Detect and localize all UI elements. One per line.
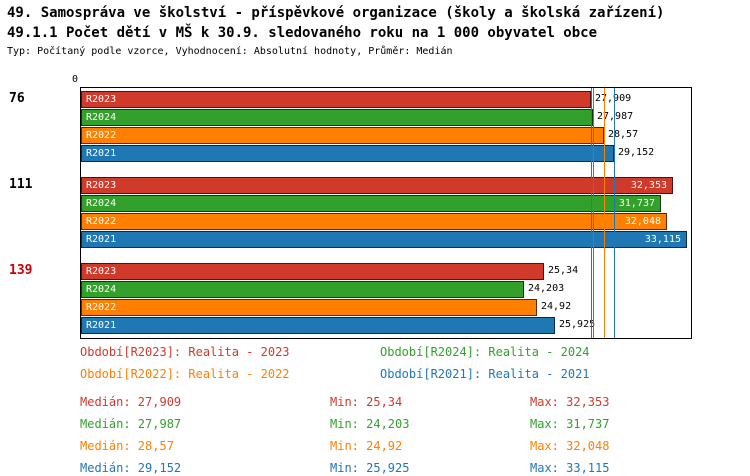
bar-series-label: R2022 <box>86 216 117 227</box>
axis-origin-label: 0 <box>71 74 78 85</box>
bar-series-label: R2024 <box>86 112 117 123</box>
bar-value-label: 29,152 <box>618 147 655 158</box>
bar-row: R2023 32,353 <box>81 177 691 194</box>
report-title: 49. Samospráva ve školství - příspěvkové… <box>7 5 665 21</box>
stat-min: Min: 25,925 <box>330 461 410 475</box>
chart-meta: Typ: Počítaný podle vzorce, Vyhodnocení:… <box>7 46 453 57</box>
stat-max: Max: 31,737 <box>530 417 610 431</box>
plot-area: R2023 27,909 R2024 27,987 R2022 28,57 R2021 29,… <box>80 87 692 339</box>
legend: Období[R2023]: Realita - 2023 Období[R202… <box>0 345 750 385</box>
bar-value-label: 32,048 <box>624 216 661 227</box>
stat-min: Min: 24,203 <box>330 417 410 431</box>
bar-chart: 0 R2023 27,909 R2024 27,987 R2022 28,57 R2021 2… <box>0 70 750 340</box>
bar-R2023: R2023 <box>81 91 591 108</box>
bar-value-label: 33,115 <box>644 234 681 245</box>
bar-row: R2023 27,909 <box>81 91 691 108</box>
bar-series-label: R2024 <box>86 284 117 295</box>
bar-series-label: R2024 <box>86 198 117 209</box>
bar-R2024: R2024 31,737 <box>81 195 661 212</box>
stat-min: Min: 25,34 <box>330 395 403 409</box>
bar-row: R2022 28,57 <box>81 127 691 144</box>
bar-row: R2024 31,737 <box>81 195 691 212</box>
bar-value-label: 27,909 <box>595 93 631 104</box>
bar-series-label: R2021 <box>86 234 117 245</box>
bar-series-label: R2023 <box>86 266 117 277</box>
bar-row: R2024 24,203 <box>81 281 691 298</box>
bar-R2023: R2023 32,353 <box>81 177 673 194</box>
stat-max: Max: 33,115 <box>530 461 610 475</box>
bar-series-label: R2021 <box>86 320 117 331</box>
bar-series-label: R2023 <box>86 94 117 105</box>
legend-item: Období[R2022]: Realita - 2022 <box>80 367 290 381</box>
stat-max: Max: 32,353 <box>530 395 610 409</box>
bar-R2021: R2021 33,115 <box>81 231 687 248</box>
bar-value-label: 24,203 <box>528 283 565 294</box>
bar-row: R2022 24,92 <box>81 299 691 316</box>
stat-max: Max: 32,048 <box>530 439 610 453</box>
bar-series-label: R2021 <box>86 148 117 159</box>
stats-table: Medián: 27,909 Min: 25,34 Max: 32,353 Mediá… <box>0 395 750 475</box>
group-label: 76 <box>9 91 25 106</box>
bar-value-label: 24,92 <box>541 301 572 312</box>
bar-series-label: R2022 <box>86 130 117 141</box>
bar-value-label: 28,57 <box>608 129 639 140</box>
bar-R2022: R2022 <box>81 299 537 316</box>
legend-item: Období[R2023]: Realita - 2023 <box>80 345 290 359</box>
stat-median: Medián: 29,152 <box>80 461 182 475</box>
bar-value-label: 31,737 <box>618 198 655 209</box>
bar-value-label: 27,987 <box>597 111 634 122</box>
median-line-R2021 <box>614 88 615 338</box>
stat-min: Min: 24,92 <box>330 439 403 453</box>
bar-R2021: R2021 <box>81 145 614 162</box>
bar-R2022: R2022 32,048 <box>81 213 667 230</box>
median-line-R2023 <box>591 88 592 338</box>
bar-row: R2021 29,152 <box>81 145 691 162</box>
bar-value-label: 25,925 <box>559 319 596 330</box>
legend-item: Období[R2021]: Realita - 2021 <box>380 367 590 381</box>
bar-value-label: 32,353 <box>630 180 667 191</box>
stat-median: Medián: 27,909 <box>80 395 182 409</box>
bar-series-label: R2022 <box>86 302 117 313</box>
bar-row: R2024 27,987 <box>81 109 691 126</box>
bar-R2024: R2024 <box>81 109 593 126</box>
bar-series-label: R2023 <box>86 180 117 191</box>
bar-value-label: 25,34 <box>548 265 579 276</box>
stat-median: Medián: 27,987 <box>80 417 182 431</box>
bar-row: R2023 25,34 <box>81 263 691 280</box>
group-label: 111 <box>9 177 33 192</box>
chart-title: 49.1.1 Počet dětí v MŠ k 30.9. sledované… <box>7 25 598 41</box>
bar-R2021: R2021 <box>81 317 555 334</box>
bar-row: R2021 33,115 <box>81 231 691 248</box>
bar-row: R2021 25,925 <box>81 317 691 334</box>
bar-row: R2022 32,048 <box>81 213 691 230</box>
bar-R2023: R2023 <box>81 263 544 280</box>
group-label: 139 <box>9 263 33 278</box>
stat-median: Medián: 28,57 <box>80 439 174 453</box>
median-line-R2024 <box>593 88 594 338</box>
legend-item: Období[R2024]: Realita - 2024 <box>380 345 590 359</box>
bar-R2024: R2024 <box>81 281 524 298</box>
bar-R2022: R2022 <box>81 127 604 144</box>
median-line-R2022 <box>604 88 605 338</box>
